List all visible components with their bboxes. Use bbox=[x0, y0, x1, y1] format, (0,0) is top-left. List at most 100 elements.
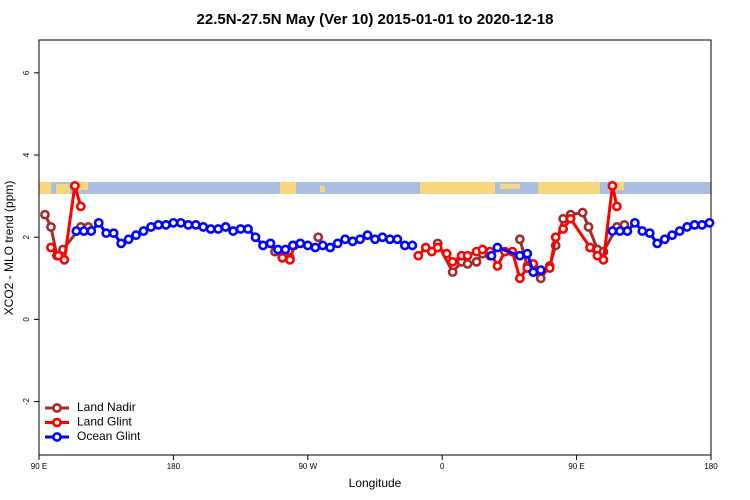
data-point bbox=[258, 240, 268, 251]
legend-label: Ocean Glint bbox=[77, 429, 141, 443]
data-point bbox=[75, 201, 86, 212]
data-point bbox=[205, 224, 216, 234]
data-point bbox=[362, 230, 373, 241]
data-point bbox=[462, 259, 473, 269]
data-point bbox=[432, 242, 443, 253]
legend-swatch-point bbox=[52, 403, 62, 413]
data-point bbox=[477, 244, 488, 255]
data-point bbox=[220, 222, 231, 232]
data-point bbox=[550, 232, 561, 243]
data-point bbox=[607, 226, 618, 236]
data-point bbox=[377, 232, 388, 243]
data-point bbox=[441, 248, 452, 259]
data-point bbox=[235, 224, 246, 234]
data-point bbox=[302, 240, 313, 251]
data-point bbox=[161, 220, 171, 230]
data-point bbox=[40, 209, 50, 220]
data-point bbox=[612, 201, 622, 212]
data-point bbox=[340, 234, 351, 245]
data-point bbox=[71, 226, 82, 236]
legend-label: Land Glint bbox=[77, 415, 132, 429]
y-tick-label: 4 bbox=[22, 152, 31, 157]
data-point bbox=[535, 265, 546, 275]
data-point bbox=[123, 234, 134, 245]
data-point bbox=[69, 180, 80, 191]
data-point bbox=[284, 254, 295, 265]
map-strip bbox=[39, 182, 711, 194]
plot-frame bbox=[38, 39, 712, 456]
data-point bbox=[138, 226, 149, 236]
data-point bbox=[607, 180, 618, 191]
data-point bbox=[492, 242, 503, 253]
data-point bbox=[280, 244, 291, 255]
data-point bbox=[399, 240, 410, 251]
data-point bbox=[558, 213, 569, 224]
data-point bbox=[265, 238, 276, 249]
data-point bbox=[514, 250, 525, 261]
y-tick-label: 2 bbox=[22, 234, 31, 239]
data-point bbox=[565, 213, 576, 224]
data-point bbox=[558, 224, 569, 234]
data-point bbox=[313, 232, 324, 243]
x-tick-label: 0 bbox=[440, 462, 445, 471]
data-point bbox=[317, 240, 328, 251]
data-point bbox=[682, 222, 693, 232]
data-point bbox=[492, 261, 503, 271]
data-point bbox=[295, 238, 306, 249]
data-point bbox=[413, 250, 424, 261]
data-point bbox=[385, 234, 395, 245]
data-point bbox=[146, 222, 156, 232]
data-point bbox=[325, 242, 336, 253]
data-point bbox=[86, 226, 97, 236]
data-point bbox=[250, 232, 261, 243]
legend-swatch-point bbox=[52, 417, 62, 428]
data-point bbox=[310, 242, 321, 253]
data-point bbox=[131, 230, 141, 241]
y-tick-label: -2 bbox=[22, 397, 31, 405]
data-point bbox=[544, 263, 555, 273]
data-point bbox=[273, 244, 283, 255]
data-point bbox=[108, 228, 119, 239]
data-point bbox=[615, 226, 625, 236]
data-point bbox=[528, 267, 539, 278]
data-point bbox=[462, 250, 473, 261]
chart-title: 22.5N-27.5N May (Ver 10) 2015-01-01 to 2… bbox=[197, 11, 554, 28]
data-point bbox=[667, 230, 678, 241]
data-point bbox=[514, 234, 525, 245]
data-point bbox=[59, 254, 70, 265]
data-point bbox=[622, 226, 633, 236]
y-tick-label: 6 bbox=[22, 70, 31, 75]
data-point bbox=[183, 220, 194, 230]
data-point bbox=[153, 220, 164, 230]
data-point bbox=[585, 242, 595, 253]
legend-label: Land Nadir bbox=[77, 400, 136, 414]
data-point bbox=[583, 222, 594, 232]
data-point bbox=[486, 250, 497, 261]
data-point bbox=[644, 228, 655, 239]
y-tick-label: 0 bbox=[22, 317, 31, 322]
x-tick-label: 90 W bbox=[298, 462, 317, 471]
data-point bbox=[447, 256, 458, 267]
legend-swatch-point bbox=[52, 432, 62, 442]
data-point bbox=[116, 238, 127, 249]
data-point bbox=[629, 217, 640, 228]
data-point bbox=[347, 236, 358, 247]
data-point bbox=[332, 238, 343, 249]
data-point bbox=[697, 220, 707, 230]
x-tick-label: 180 bbox=[704, 462, 718, 471]
data-point bbox=[190, 220, 201, 230]
data-point bbox=[198, 222, 209, 232]
data-point bbox=[392, 234, 403, 245]
data-point bbox=[78, 226, 89, 236]
x-axis-label: Longitude bbox=[349, 476, 402, 490]
data-point bbox=[637, 226, 648, 236]
y-axis-label: XCO2 - MLO trend (ppm) bbox=[2, 181, 16, 316]
data-point bbox=[652, 238, 663, 249]
data-point bbox=[46, 222, 56, 232]
data-point bbox=[101, 228, 112, 239]
data-point bbox=[46, 242, 56, 253]
data-point bbox=[243, 224, 253, 234]
data-point bbox=[168, 217, 179, 228]
